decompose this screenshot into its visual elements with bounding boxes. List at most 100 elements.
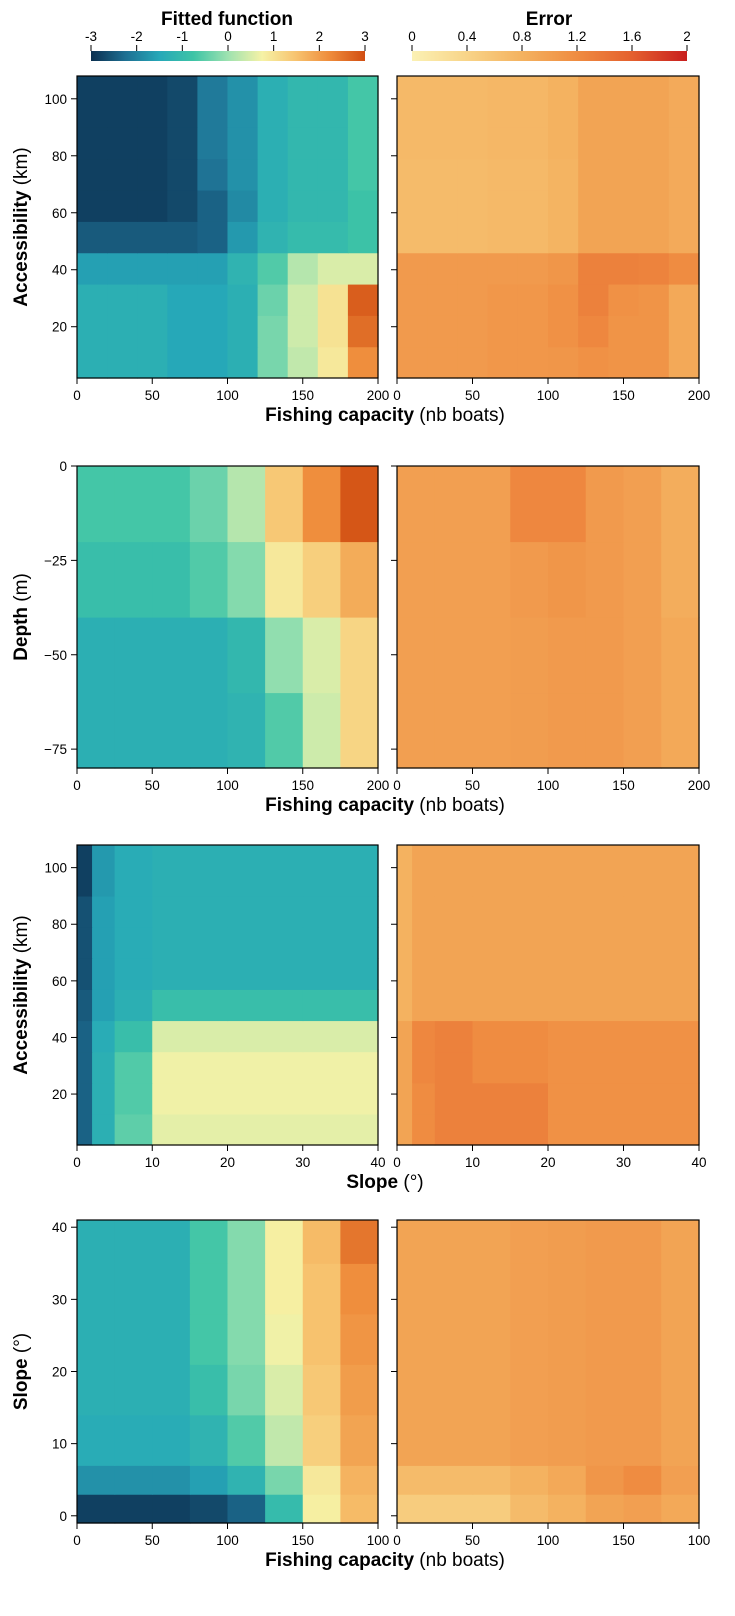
- heatmap-cell: [578, 252, 609, 285]
- heatmap-cell: [548, 845, 625, 897]
- heatmap-cell: [608, 127, 640, 160]
- heatmap-cell: [661, 466, 700, 543]
- heatmap-cell: [77, 958, 93, 990]
- y-tick-label: 40: [52, 1220, 67, 1235]
- heatmap-cell: [487, 189, 519, 222]
- heatmap-cell: [623, 1313, 662, 1365]
- y-tick-label: 20: [52, 1087, 67, 1102]
- colorbar-error-tick-label: 1.2: [568, 29, 587, 44]
- heatmap-cell: [517, 221, 549, 254]
- heatmap-cell: [472, 541, 511, 618]
- heatmap-cell: [517, 127, 549, 160]
- heatmap-cell: [152, 1263, 191, 1315]
- heatmap-cell: [487, 221, 519, 254]
- heatmap-cell: [427, 189, 458, 222]
- heatmap-cell: [623, 1414, 662, 1466]
- heatmap-cell: [77, 76, 108, 128]
- heatmap-cell: [137, 127, 168, 160]
- heatmap-cell: [189, 1220, 229, 1264]
- heatmap-cell: [77, 1263, 116, 1315]
- heatmap-cell: [77, 466, 116, 543]
- heatmap-cell: [548, 1313, 587, 1365]
- y-tick-label: −50: [44, 648, 67, 663]
- heatmap-cell: [397, 221, 428, 254]
- heatmap-cell: [668, 346, 700, 379]
- heatmap-cell: [397, 1220, 436, 1264]
- heatmap-cell: [302, 927, 379, 959]
- heatmap-cell: [397, 346, 428, 379]
- heatmap-cell: [107, 315, 138, 348]
- heatmap-cell: [623, 1051, 700, 1084]
- heatmap-cell: [472, 958, 549, 990]
- heatmap-cell: [227, 315, 259, 348]
- heatmap-cell: [347, 315, 379, 348]
- heatmap-cell: [472, 1263, 511, 1315]
- heatmap-cell: [397, 466, 436, 543]
- x-axis-title-main: Fishing capacity: [265, 795, 414, 816]
- heatmap-cell: [397, 1494, 436, 1524]
- heatmap-cell: [434, 845, 474, 897]
- heatmap-cell: [397, 1364, 436, 1416]
- heatmap-cell: [397, 189, 428, 222]
- heatmap-cell: [578, 158, 609, 191]
- heatmap-cell: [227, 158, 259, 191]
- x-tick-label: 40: [691, 1155, 706, 1170]
- heatmap-cell: [137, 346, 168, 379]
- y-axis-title: Slope (°): [11, 1333, 32, 1410]
- heatmap-cell: [114, 895, 153, 928]
- heatmap-cell: [472, 1113, 549, 1146]
- heatmap-cell: [412, 1020, 436, 1053]
- heatmap-cell: [434, 541, 474, 618]
- heatmap-cell: [227, 1051, 304, 1084]
- x-tick-label: 200: [367, 778, 390, 793]
- y-tick-label: 100: [44, 92, 67, 107]
- heatmap-cell: [472, 845, 549, 897]
- heatmap-cell: [347, 252, 379, 285]
- x-tick-label: 150: [291, 778, 314, 793]
- heatmap-cell: [167, 283, 198, 316]
- heatmap-cell: [457, 189, 489, 222]
- heatmap-cell: [92, 1113, 116, 1146]
- colorbar-fitted-tick-label: 2: [316, 29, 324, 44]
- heatmap-cell: [548, 1414, 587, 1466]
- x-tick-label: 200: [688, 388, 711, 403]
- heatmap-cell: [510, 1313, 549, 1365]
- heatmap-cell: [434, 692, 474, 769]
- y-axis-title-main: Slope: [11, 1358, 32, 1410]
- heatmap-cell: [548, 895, 625, 928]
- heatmap-cell: [107, 127, 138, 160]
- heatmap-cell: [114, 1313, 153, 1365]
- y-tick-label: 20: [52, 320, 67, 335]
- heatmap-cell: [302, 895, 379, 928]
- heatmap-cell: [661, 1313, 700, 1365]
- heatmap-cell: [517, 189, 549, 222]
- heatmap-cell: [578, 221, 609, 254]
- heatmap-cell: [548, 958, 625, 990]
- heatmap-cell: [638, 283, 670, 316]
- heatmap-cell: [623, 1082, 700, 1115]
- heatmap-cell: [317, 283, 349, 316]
- heatmap-cell: [608, 221, 640, 254]
- heatmap-cell: [340, 541, 379, 618]
- heatmap-cell: [107, 283, 138, 316]
- x-axis-title: Fishing capacity (nb boats): [265, 405, 505, 426]
- heatmap-cell: [167, 76, 198, 128]
- x-axis-title-main: Fishing capacity: [265, 1550, 414, 1571]
- heatmap-cell: [167, 346, 198, 379]
- y-tick-label: 0: [59, 1509, 67, 1524]
- heatmap-cell: [517, 315, 549, 348]
- colorbar-fitted: Fitted function -3 -2 -1 0 1 2 3: [85, 9, 369, 61]
- colorbar-error-title: Error: [526, 9, 573, 30]
- heatmap-cell: [457, 127, 489, 160]
- heatmap-cell: [548, 1220, 587, 1264]
- heatmap-cell: [114, 1414, 153, 1466]
- heatmap-cell: [114, 927, 153, 959]
- heatmap-cell: [302, 692, 341, 769]
- heatmap-cell: [189, 1465, 229, 1495]
- heatmap-cell: [265, 617, 304, 694]
- heatmap-cell: [472, 617, 511, 694]
- y-tick-label: 40: [52, 1030, 67, 1045]
- x-tick-label: 100: [216, 1533, 239, 1548]
- y-tick-label: 40: [52, 263, 67, 278]
- heatmap-cell: [77, 692, 116, 769]
